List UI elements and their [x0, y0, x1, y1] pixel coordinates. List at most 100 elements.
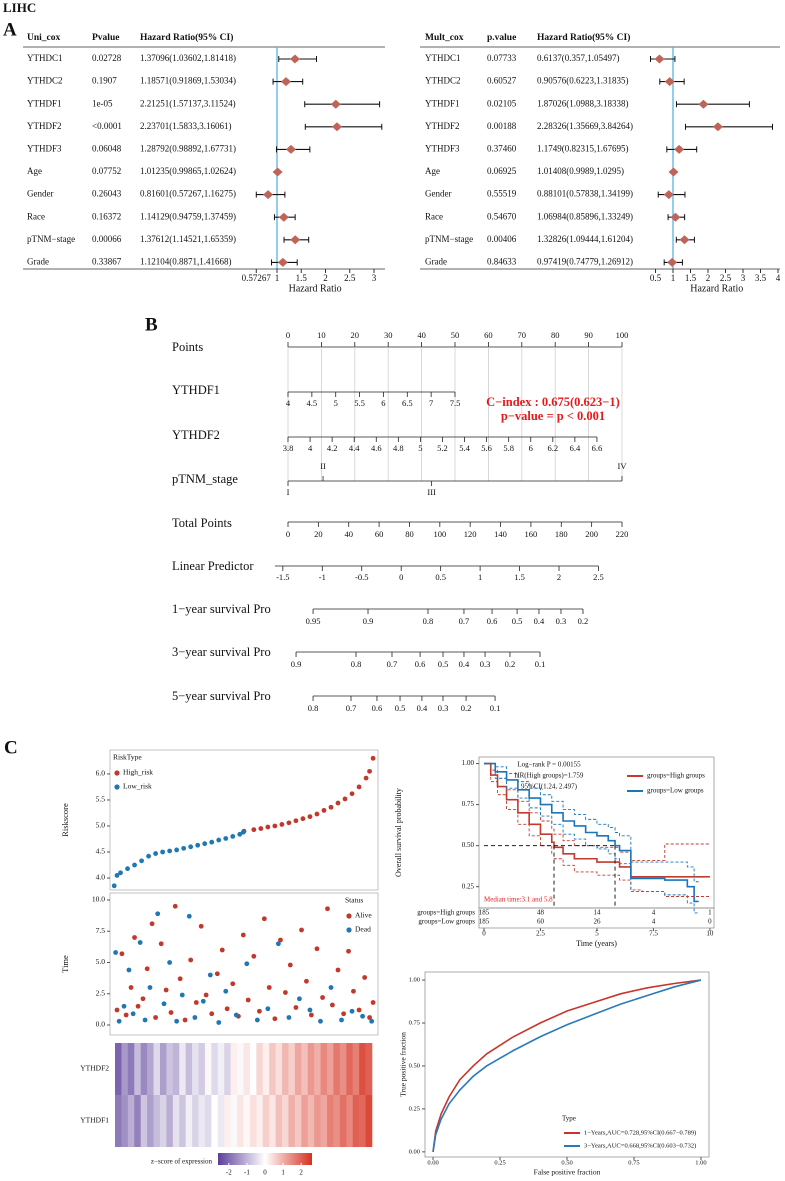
data-point — [342, 796, 348, 802]
heatmap-cell — [115, 1095, 122, 1147]
tick-label: 0.4 — [534, 616, 545, 626]
data-point — [137, 940, 143, 945]
heatmap-cell — [288, 1043, 296, 1095]
row-label: Grade — [27, 256, 49, 266]
data-point — [214, 971, 220, 977]
heatmap-cell — [153, 1043, 161, 1095]
x-tick-label: 3 — [741, 273, 746, 283]
legend-marker — [346, 927, 352, 933]
hazard-ratio-point — [667, 257, 678, 267]
heatmap-cell — [301, 1095, 309, 1147]
data-point — [266, 985, 272, 990]
hazard-ratio-point — [281, 77, 292, 87]
heatmap-cell — [211, 1095, 219, 1147]
annotation: HR(High groups)=1.759 — [515, 772, 584, 780]
data-point — [149, 921, 155, 927]
heatmap-cell — [307, 1043, 315, 1095]
data-point — [251, 827, 257, 833]
tick-label: 6.6 — [592, 443, 603, 453]
tick-label: 3.8 — [283, 443, 294, 453]
heatmap-cell — [320, 1043, 328, 1095]
data-point — [245, 997, 251, 1003]
data-point — [186, 913, 192, 919]
data-point — [188, 844, 194, 850]
hazard-ratio-label: 1.32826(1.09444,1.61204) — [537, 234, 633, 244]
heatmap-cell — [140, 1043, 148, 1095]
data-point — [275, 941, 281, 947]
heatmap-cell — [249, 1095, 257, 1147]
heatmap-cell — [217, 1095, 225, 1147]
tick-label: 5 — [418, 443, 422, 453]
x-tick-label: 5 — [595, 930, 599, 938]
colorbar-title: z−score of expression — [151, 1158, 213, 1166]
heatmap-cell — [134, 1095, 141, 1147]
tick-label: 10 — [317, 330, 326, 340]
row-label: YTHDF1 — [27, 98, 62, 108]
heatmap-cell — [198, 1095, 206, 1147]
y-axis-label: Time — [60, 955, 70, 973]
data-point — [119, 951, 125, 957]
row-label: Age — [425, 166, 440, 176]
data-point — [139, 858, 144, 864]
x-tick-label: 0.75 — [628, 1159, 639, 1166]
x-tick-label: 2 — [323, 273, 328, 283]
tick-label: 4.6 — [371, 443, 382, 453]
figure-title: LIHC — [3, 0, 36, 15]
data-point — [272, 1016, 278, 1022]
annotation: C−index : 0.675(0.623−1) — [486, 395, 620, 409]
data-point — [335, 800, 341, 806]
column-header: p.value — [487, 33, 516, 43]
data-point — [300, 816, 306, 822]
data-point — [167, 960, 173, 965]
hazard-ratio-label: 0.97419(0.74779,1.26912) — [537, 256, 633, 266]
tick-label: 4.8 — [393, 443, 404, 453]
data-point — [174, 847, 180, 853]
data-point — [158, 941, 164, 947]
tick-label: 4.5 — [307, 398, 318, 408]
panel — [109, 749, 379, 891]
hazard-ratio-label: 1.12104(0.8871,1.41668) — [140, 256, 232, 266]
tick-label: 0.2 — [505, 659, 516, 669]
data-point — [126, 967, 132, 973]
risk-table-count: 185 — [479, 918, 490, 926]
hazard-ratio-label: 1.1749(0.82315,1.67695) — [537, 143, 629, 153]
heatmap-cell — [275, 1095, 283, 1147]
data-point — [304, 978, 309, 984]
hazard-ratio-label: 1.01235(0.99865,1.02624) — [140, 166, 236, 176]
data-point — [140, 996, 146, 1002]
x-tick-label: 3 — [372, 273, 377, 283]
data-point — [130, 1011, 136, 1017]
heatmap-cell — [140, 1095, 148, 1147]
row-label: pTNM−stage — [27, 234, 75, 244]
data-point — [230, 833, 236, 839]
tick-label: 4.4 — [349, 443, 360, 453]
risk-table-count: 4 — [652, 918, 656, 926]
heatmap-cell — [204, 1095, 212, 1147]
heatmap-cell — [339, 1095, 347, 1147]
x-tick-label: 3.5 — [755, 273, 767, 283]
heatmap-cell — [288, 1095, 296, 1147]
p-value: 0.02105 — [487, 98, 517, 108]
data-point — [287, 962, 293, 968]
p-value: 1e-05 — [92, 98, 113, 108]
heatmap-cell — [230, 1043, 238, 1095]
data-point — [314, 811, 320, 817]
heatmap-cell — [230, 1095, 238, 1147]
x-tick-label: 1.5 — [296, 273, 308, 283]
column-header: Hazard Ratio(95% CI) — [140, 32, 233, 43]
hazard-ratio-label: 0.90576(0.6223,1.31835) — [537, 76, 629, 86]
heatmap-cell — [172, 1043, 180, 1095]
legend-label: Alive — [355, 911, 372, 920]
tick-label: 40 — [417, 330, 426, 340]
panel-label: A — [3, 19, 17, 40]
data-point — [128, 985, 134, 990]
heatmap-cell — [224, 1043, 231, 1095]
x-tick-label: 1.00 — [695, 1159, 706, 1166]
tick-label: 20 — [314, 529, 323, 539]
heatmap-cell — [320, 1095, 328, 1147]
risk-table-count: 26 — [593, 918, 601, 926]
tick-label: 1 — [478, 572, 482, 582]
p-value: 0.07733 — [487, 53, 517, 63]
colorbar-tick-label: -1 — [244, 1169, 250, 1177]
